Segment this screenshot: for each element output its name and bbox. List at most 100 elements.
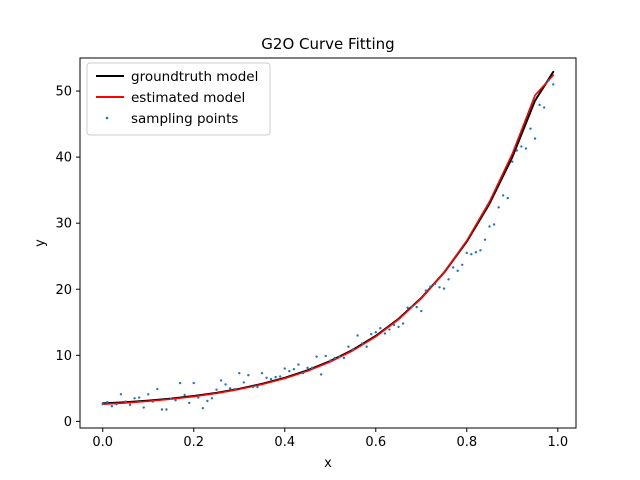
sampling-point — [247, 373, 250, 377]
sampling-point — [470, 253, 473, 256]
sampling-point — [461, 263, 464, 266]
x-axis-label: x — [324, 456, 332, 471]
sampling-point — [297, 363, 300, 366]
y-tick-label: 20 — [55, 283, 72, 298]
sampling-point — [506, 196, 509, 200]
sampling-point — [210, 397, 214, 400]
sampling-point — [501, 194, 505, 197]
sampling-point — [538, 103, 541, 107]
sampling-point — [228, 387, 232, 390]
sampling-point — [511, 160, 514, 163]
axes-frame — [79, 57, 577, 429]
sampling-point — [224, 383, 227, 386]
sampling-point — [178, 381, 182, 385]
sampling-point — [497, 206, 500, 209]
x-tick-label: 0.0 — [92, 435, 113, 450]
sampling-point — [133, 397, 136, 400]
sampling-point — [183, 393, 186, 397]
legend-label-sampling: sampling points — [131, 111, 238, 127]
sampling-point — [524, 147, 528, 150]
x-tick-label: 0.2 — [183, 435, 204, 450]
sampling-point — [520, 145, 523, 148]
sampling-point — [201, 406, 205, 410]
sampling-point — [188, 401, 191, 405]
sampling-point — [151, 400, 155, 403]
y-axis-label: y — [33, 239, 48, 247]
sampling-point — [442, 287, 446, 290]
y-tick-label: 40 — [55, 151, 72, 166]
sampling-point — [342, 356, 346, 360]
sampling-point — [547, 79, 550, 82]
sampling-point — [492, 223, 496, 226]
sampling-point — [401, 322, 405, 325]
sampling-point — [433, 282, 437, 286]
legend-label-estimated: estimated model — [131, 90, 245, 106]
sampling-point — [392, 323, 396, 327]
sampling-point — [415, 305, 418, 309]
x-tick-label: 0.6 — [365, 435, 386, 450]
sampling-point — [106, 401, 109, 404]
y-tick-label: 30 — [55, 217, 72, 232]
y-tick-label: 10 — [55, 349, 72, 364]
sampling-point — [256, 385, 259, 389]
sampling-point — [451, 266, 455, 269]
sampling-point — [219, 379, 223, 382]
sampling-point — [351, 348, 355, 351]
sampling-point — [306, 366, 309, 370]
sampling-point — [410, 305, 414, 308]
y-tick-label: 0 — [64, 415, 72, 430]
sampling-point — [124, 400, 127, 403]
sampling-point — [542, 106, 546, 109]
sampling-point — [360, 342, 364, 345]
sampling-point — [174, 399, 177, 402]
legend-label-groundtruth: groundtruth model — [131, 69, 258, 85]
sampling-point — [529, 127, 532, 130]
sampling-point — [279, 375, 282, 378]
sampling-point — [206, 399, 209, 403]
sampling-point — [365, 345, 368, 348]
sampling-point — [479, 249, 482, 252]
sampling-point — [101, 403, 104, 406]
sampling-point — [379, 327, 382, 330]
sampling-point — [429, 285, 432, 288]
sampling-point — [147, 393, 150, 396]
sampling-point — [274, 375, 277, 379]
y-tick-label: 50 — [55, 85, 72, 100]
sampling-point — [456, 269, 459, 272]
sampling-point — [215, 388, 218, 391]
sampling-point — [251, 385, 255, 389]
sampling-point — [347, 345, 350, 348]
sampling-point — [301, 371, 305, 375]
sampling-point — [260, 371, 264, 375]
sampling-point — [324, 354, 327, 358]
sampling-point — [447, 278, 450, 281]
plot-area — [101, 70, 555, 411]
x-tick-label: 0.4 — [274, 435, 295, 450]
sampling-point — [110, 405, 114, 408]
axes: 0.0 0.2 0.4 0.6 0.8 1.0 0 10 20 30 40 50 — [55, 57, 577, 450]
sampling-point — [356, 334, 359, 337]
sampling-point — [165, 408, 168, 411]
sampling-point — [192, 381, 195, 385]
sampling-point — [156, 387, 159, 391]
sampling-point — [465, 251, 468, 255]
sampling-point — [515, 149, 519, 152]
sampling-point — [265, 376, 268, 379]
sampling-point — [370, 332, 373, 336]
sampling-point — [333, 356, 337, 360]
sampling-point — [142, 406, 145, 409]
sampling-point — [329, 359, 332, 362]
sampling-point — [483, 238, 487, 241]
sampling-point — [160, 408, 164, 411]
chart-title: G2O Curve Fitting — [261, 35, 394, 53]
x-tick-label: 0.8 — [456, 435, 477, 450]
sampling-point — [310, 366, 314, 370]
sampling-point — [438, 286, 441, 289]
sampling-point — [233, 387, 236, 391]
sampling-point — [128, 403, 132, 407]
sampling-point — [406, 306, 409, 309]
sampling-point — [197, 396, 200, 399]
sampling-point — [552, 83, 555, 86]
sampling-point — [319, 373, 323, 376]
